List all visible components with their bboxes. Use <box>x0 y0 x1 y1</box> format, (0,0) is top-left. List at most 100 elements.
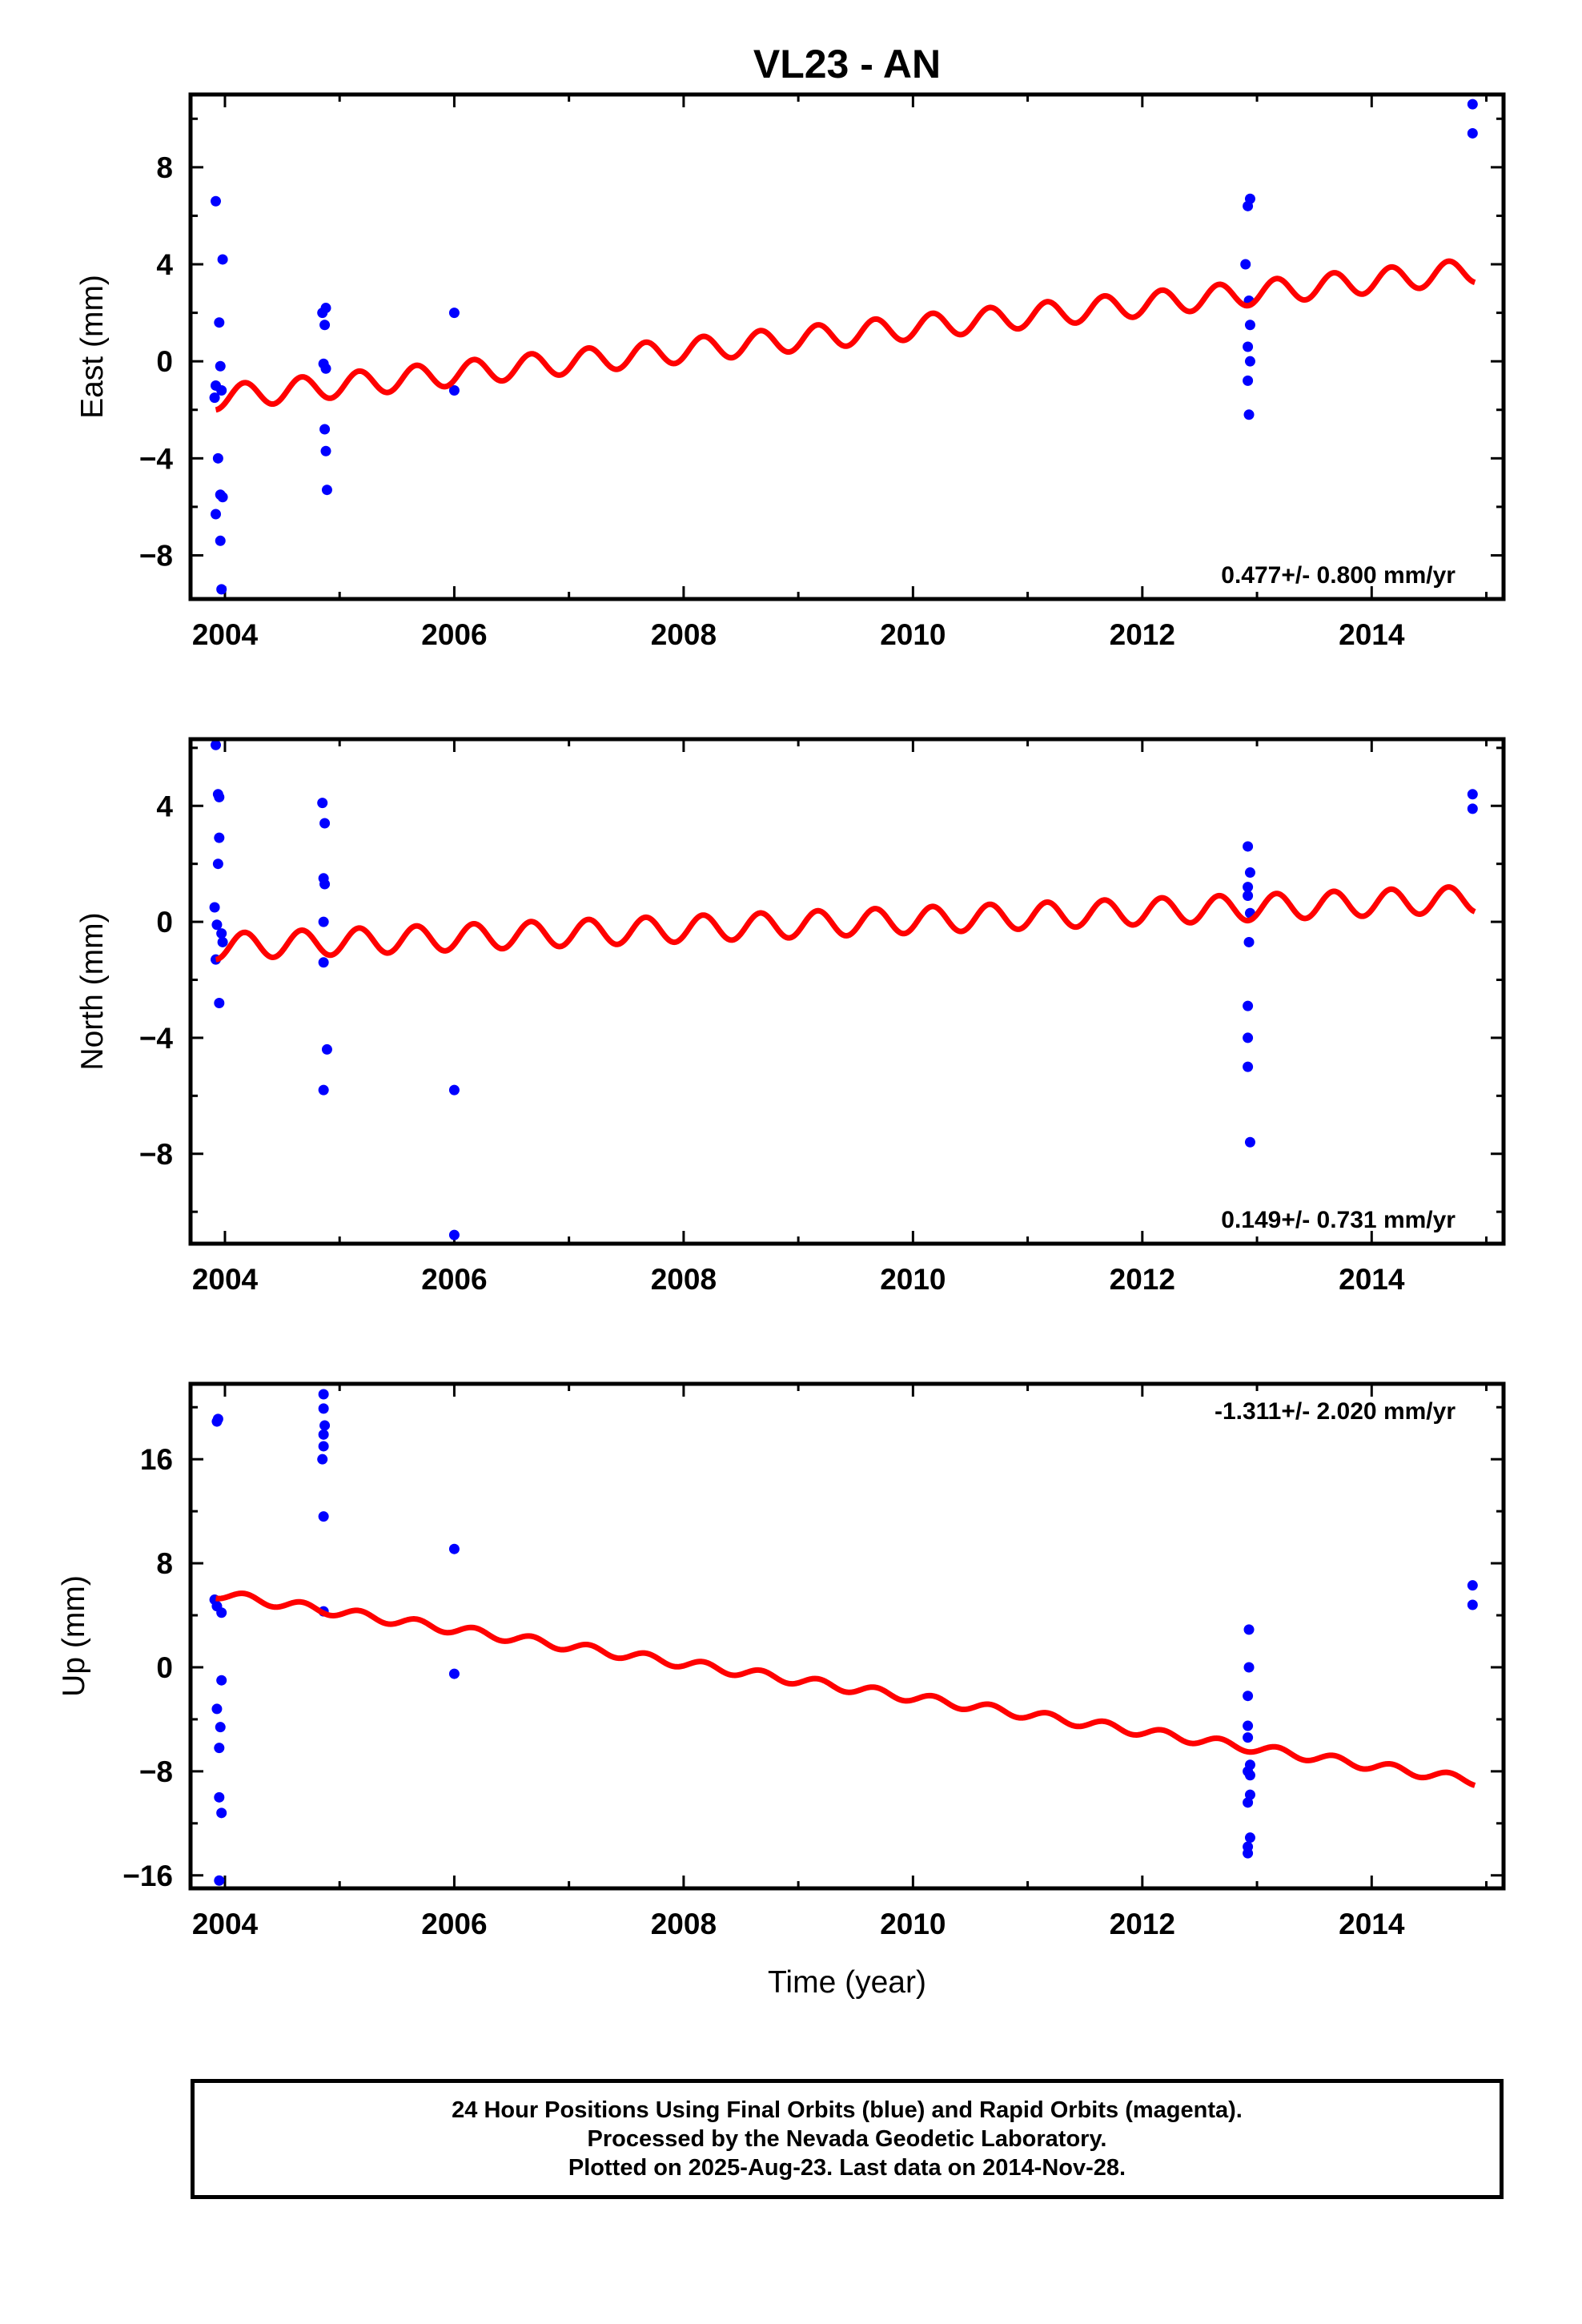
data-point-up <box>1467 1580 1478 1591</box>
data-point-up <box>448 1543 460 1554</box>
panel-frame-north <box>188 737 1506 1246</box>
rate-annotation-north: 0.149+/- 0.731 mm/yr <box>1221 1207 1456 1233</box>
panel-east: 2004 2006 2008 2010 2012 2014 −8 −4 0 4 8 East (mm)… <box>75 92 1506 651</box>
data-point-east <box>216 385 227 396</box>
y-tick-label-north: −4 <box>139 1022 174 1055</box>
data-layer-east <box>209 99 1478 595</box>
data-point-north <box>448 1229 460 1240</box>
data-point-north <box>319 879 331 890</box>
panel-north: 2004 2006 2008 2010 2012 2014 −8 −4 0 4 North (mm)… <box>75 737 1506 1296</box>
x-tick-label-north: 2014 <box>1339 1263 1405 1296</box>
data-point-up <box>1243 1662 1255 1673</box>
y-tick-label-up: −8 <box>139 1755 173 1788</box>
x-tick-label-up: 2008 <box>651 1908 717 1940</box>
data-point-up <box>214 1791 225 1803</box>
data-point-up <box>1243 1732 1254 1743</box>
data-point-north <box>211 739 222 750</box>
data-point-up <box>214 1743 225 1754</box>
data-point-east <box>1467 127 1478 139</box>
x-tick-label-up: 2012 <box>1110 1908 1175 1940</box>
data-point-north <box>321 1043 332 1055</box>
data-point-east <box>217 492 228 503</box>
data-point-up <box>317 1454 328 1465</box>
x-tick-label-up: 2010 <box>880 1908 946 1940</box>
y-tick-label-east: −8 <box>139 539 173 572</box>
data-point-north <box>1244 1136 1255 1148</box>
data-point-north <box>317 798 328 809</box>
data-point-north <box>1244 867 1255 879</box>
x-tick-label-north: 2004 <box>192 1263 259 1296</box>
data-point-up <box>319 1420 331 1431</box>
data-point-up <box>216 1675 227 1686</box>
y-tick-label-east: 8 <box>156 151 173 184</box>
data-point-east <box>320 303 331 314</box>
x-axis-label: Time (year) <box>768 1965 926 2000</box>
y-axis-label-east: East (mm) <box>75 275 110 419</box>
data-point-up <box>1244 1770 1255 1781</box>
y-tick-label-up: 0 <box>156 1651 173 1684</box>
data-point-east <box>1240 259 1251 270</box>
data-point-north <box>217 936 228 947</box>
x-tick-label-east: 2014 <box>1339 618 1405 651</box>
data-point-east <box>1243 341 1254 352</box>
x-tick-label-east: 2004 <box>192 618 259 651</box>
y-tick-label-east: 4 <box>156 248 173 281</box>
data-point-north <box>448 1084 460 1096</box>
data-point-north <box>212 858 223 870</box>
data-point-east <box>319 320 331 331</box>
panel-frame-east <box>188 92 1506 601</box>
y-tick-label-north: 0 <box>156 906 173 939</box>
data-point-east <box>1243 409 1255 420</box>
x-tick-label-up: 2004 <box>192 1908 259 1940</box>
data-point-east <box>1244 320 1255 331</box>
data-point-north <box>1467 789 1478 800</box>
y-tick-label-up: −16 <box>122 1860 173 1892</box>
data-point-east <box>448 385 460 396</box>
panel-up: 2004 2006 2008 2010 2012 2014 −16 −8 0 8 16 Up (mm)… <box>57 1381 1506 2000</box>
data-point-north <box>209 902 220 913</box>
data-point-north <box>1243 1000 1254 1011</box>
data-point-east <box>211 509 222 520</box>
data-point-up <box>216 1607 227 1618</box>
data-point-east <box>321 485 332 496</box>
model-fit-line-east <box>214 258 1476 413</box>
data-point-up <box>1243 1624 1255 1635</box>
data-point-up <box>214 1875 225 1886</box>
data-point-east <box>215 360 226 372</box>
rate-annotation-east: 0.477+/- 0.800 mm/yr <box>1221 562 1456 589</box>
data-point-north <box>1243 1032 1254 1043</box>
y-tick-label-up: 8 <box>156 1547 173 1580</box>
data-point-north <box>211 919 223 931</box>
data-point-east <box>1243 375 1254 386</box>
data-point-north <box>214 997 225 1008</box>
data-point-east <box>1467 99 1478 110</box>
model-fit-line-up <box>214 1590 1476 1788</box>
data-point-up <box>448 1668 460 1679</box>
x-tick-label-east: 2006 <box>421 618 487 651</box>
data-layer-north <box>209 739 1478 1240</box>
data-point-east <box>209 392 220 404</box>
panel-frame-up <box>188 1381 1506 1891</box>
data-point-north <box>1467 803 1478 814</box>
data-point-up <box>216 1807 227 1819</box>
data-point-north <box>214 832 225 843</box>
data-point-east <box>214 317 225 328</box>
data-point-up <box>1243 1848 1254 1859</box>
data-point-north <box>318 1084 329 1096</box>
y-tick-label-up: 16 <box>140 1443 173 1476</box>
data-point-up <box>1467 1599 1478 1610</box>
data-point-up <box>318 1389 329 1400</box>
y-axis-label-up: Up (mm) <box>57 1575 91 1697</box>
x-tick-label-up: 2014 <box>1339 1908 1405 1940</box>
y-axis-label-north: North (mm) <box>75 912 110 1070</box>
data-point-north <box>214 791 225 802</box>
x-tick-label-east: 2008 <box>651 618 717 651</box>
data-point-north <box>318 916 329 927</box>
data-layer-up <box>209 1389 1478 1886</box>
data-point-up <box>212 1413 223 1425</box>
chart-title: VL23 - AN <box>753 42 941 86</box>
rate-annotation-up: -1.311+/- 2.020 mm/yr <box>1215 1398 1456 1425</box>
footer-line-1: 24 Hour Positions Using Final Orbits (bl… <box>452 2097 1243 2123</box>
data-point-east <box>1244 193 1255 204</box>
